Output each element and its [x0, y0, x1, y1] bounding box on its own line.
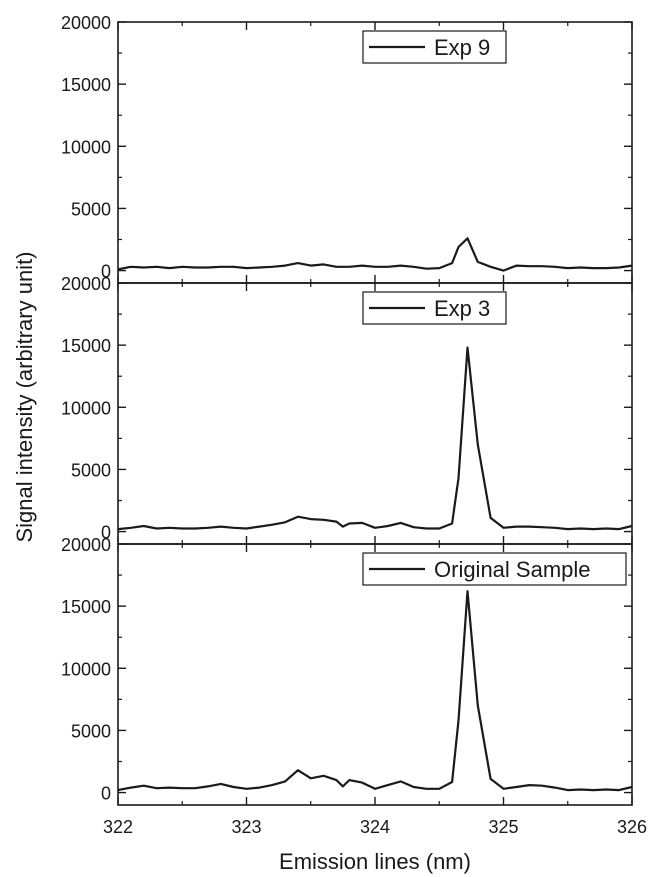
series-line	[117, 590, 633, 792]
x-tick-label: 322	[103, 817, 133, 837]
y-tick-label: 15000	[61, 75, 111, 95]
y-tick-label: 5000	[71, 199, 111, 219]
legend-label: Exp 9	[434, 35, 490, 60]
y-tick-label: 10000	[61, 137, 111, 157]
panel-1: 0 5000 10000 15000 20000 Exp 9	[61, 13, 633, 284]
y-tick-label: 5000	[71, 721, 111, 741]
y-tick-label: 0	[101, 262, 111, 282]
x-tick-label: 326	[617, 817, 647, 837]
y-axis-label: Signal intensity (arbitrary unit)	[12, 251, 37, 542]
y-tick-label: 10000	[61, 659, 111, 679]
y-tick-label: 0	[101, 784, 111, 804]
x-axis: 322 323 324 325 326	[103, 817, 647, 837]
x-tick-label: 323	[231, 817, 261, 837]
panel-2: 0 5000 10000 15000 20000 Exp 3	[61, 274, 633, 545]
chart-panels: 0 5000 10000 15000 20000 Exp 9 0 5000 10000 15000…	[61, 13, 633, 806]
y-tick-label: 10000	[61, 398, 111, 418]
y-tick-label: 20000	[61, 535, 111, 555]
x-tick-label: 324	[360, 817, 390, 837]
legend-label: Exp 3	[434, 296, 490, 321]
y-tick-label: 15000	[61, 597, 111, 617]
y-tick-label: 15000	[61, 336, 111, 356]
y-tick-label: 0	[101, 523, 111, 543]
y-tick-label: 5000	[71, 460, 111, 480]
panel-3: 0 5000 10000 15000 20000 Original Sample	[61, 535, 633, 806]
legend-label: Original Sample	[434, 557, 591, 582]
x-axis-label: Emission lines (nm)	[279, 849, 471, 874]
legend: Exp 9	[362, 30, 507, 64]
series-line	[117, 346, 633, 531]
x-tick-label: 325	[488, 817, 518, 837]
y-tick-label: 20000	[61, 274, 111, 294]
legend: Original Sample	[362, 552, 627, 586]
series-line	[117, 237, 633, 272]
legend: Exp 3	[362, 291, 507, 325]
y-tick-label: 20000	[61, 13, 111, 33]
